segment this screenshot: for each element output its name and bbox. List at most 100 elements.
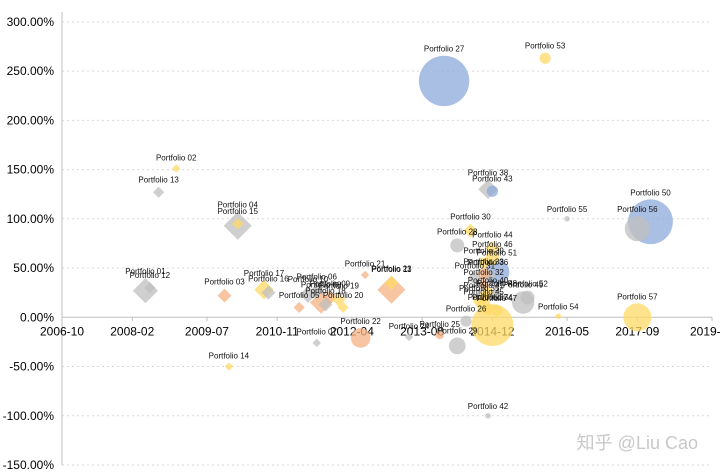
point-label: Portfolio 50 [630,188,671,197]
x-tick-label: 2006-10 [40,324,84,338]
data-point [144,282,156,294]
point-label: Portfolio 24 [389,322,430,331]
point-label: Portfolio 16 [248,275,289,284]
x-tick-label: 2008-02 [110,324,154,338]
x-tick-label: 2016-05 [545,324,589,338]
x-tick-label: 2010-11 [256,324,299,338]
point-label: Portfolio 18 [305,286,346,295]
point-label: Portfolio 09 [310,280,351,289]
y-tick-label: -50.00% [9,360,54,374]
x-tick-label: 2017-09 [615,324,659,338]
point-label: Portfolio 38 [468,168,509,177]
point-label: Portfolio 03 [204,278,245,287]
point-label: Portfolio 47 [477,294,518,303]
x-tick-label: 2019-02 [690,324,720,338]
point-label: Portfolio 26 [446,305,487,314]
y-tick-label: 0.00% [20,310,54,324]
data-point [448,337,466,355]
y-tick-label: 150.00% [7,163,55,177]
point-label: Portfolio 28 [437,227,478,236]
data-point [312,338,321,348]
point-label: Portfolio 30 [450,213,491,222]
data-point [623,303,652,332]
data-point [469,272,481,284]
data-point [478,291,490,304]
data-point [224,362,234,371]
data-point [418,55,470,107]
point-label: Portfolio 48 [477,279,518,288]
point-label: Portfolio 55 [547,205,588,214]
data-point [486,185,499,197]
point-label: Portfolio 34 [472,293,513,302]
y-tick-label: 250.00% [7,64,55,78]
data-point [337,301,349,314]
point-label: Portfolio 41 [463,281,504,290]
data-point [153,186,165,198]
y-tick-label: 50.00% [13,261,54,275]
point-label: Portfolio 22 [340,317,381,326]
data-point [450,238,465,253]
data-point [217,288,232,303]
data-point [485,412,491,419]
point-label: Portfolio 40 [468,276,509,285]
gridlines [62,21,712,466]
data-point [232,218,244,230]
watermark: 知乎 @Liu Cao [576,433,698,453]
y-tick-label: -100.00% [3,409,55,423]
data-point [478,268,490,280]
data-point [463,223,478,238]
point-label: Portfolio 33 [463,257,504,266]
x-tick-label: 2009-07 [185,324,229,338]
data-point [435,330,444,340]
point-label: Portfolio 44 [472,230,513,239]
point-label: Portfolio 54 [538,302,579,311]
data-point [491,304,503,316]
y-tick-label: -150.00% [3,458,55,472]
point-label: Portfolio 10 [288,275,329,284]
data-point [171,164,181,173]
point-label: Portfolio 29 [437,326,478,335]
data-point [460,315,472,327]
axes: 300.00% 250.00% 200.00% 150.00% 100.00% 50.00… [3,12,720,472]
point-label: Portfolio 17 [244,269,285,278]
point-label: Portfolio 08 [301,280,342,289]
data-point [555,313,562,320]
data-point [624,216,650,242]
data-point [482,303,494,316]
point-label: Portfolio 19 [318,282,359,291]
y-tick-label: 200.00% [7,113,55,127]
data-point [384,275,399,290]
data-point [309,283,324,298]
data-point [478,257,490,269]
point-label: Portfolio 42 [468,402,509,411]
point-label: Portfolio 36 [468,258,509,267]
data-point [491,290,503,302]
point-label: Portfolio 12 [130,271,171,280]
point-label: Portfolio 01 [125,267,166,276]
point-label: Portfolio 04 [217,201,258,210]
data-point [520,290,535,305]
point-label: Portfolio 51 [477,248,518,257]
data-point [404,332,414,342]
data-point [360,270,370,280]
point-label: Portfolio 39 [463,247,504,256]
y-tick-label: 300.00% [7,15,55,29]
point-label: Portfolio 11 [371,265,411,274]
data-points [132,52,673,419]
point-label: Portfolio 05 [279,291,320,300]
point-label: Portfolio 56 [617,205,658,214]
point-label: Portfolio 21 [345,260,386,269]
point-label: Portfolio 43 [472,175,513,184]
data-point [485,241,500,256]
data-point [539,52,551,64]
point-label: Portfolio 07 [296,328,337,337]
data-point [350,328,371,348]
data-point [471,304,514,347]
data-point [564,216,570,222]
point-label: Portfolio 35 [459,284,500,293]
point-label: Portfolio 25 [419,320,460,329]
x-tick-label: 2013-08 [400,324,444,338]
point-label: Portfolio 23 [371,265,412,274]
